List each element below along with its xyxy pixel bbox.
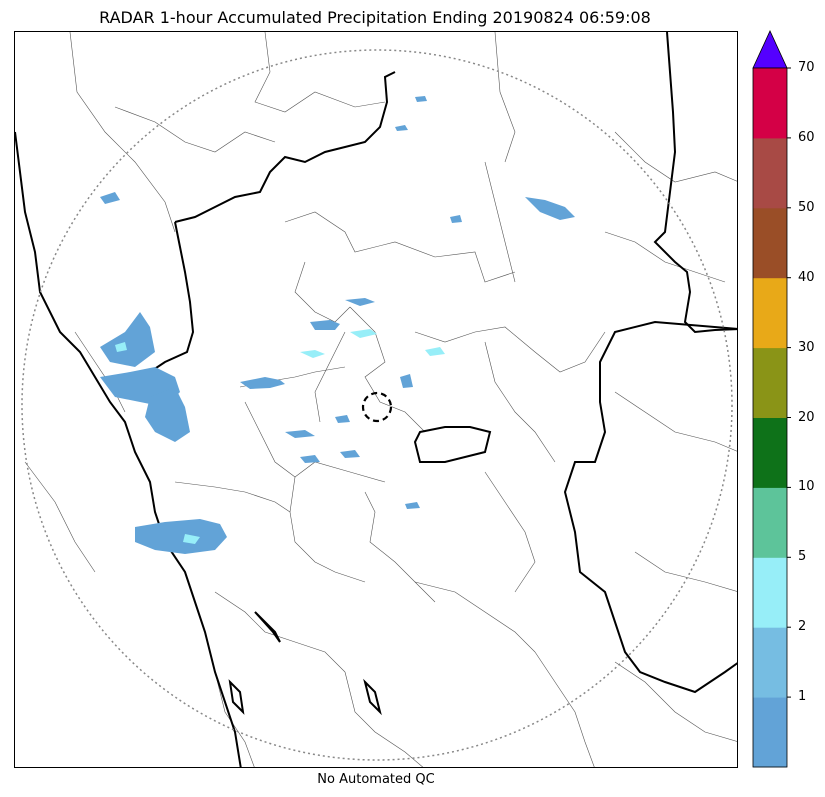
- echo-cell: [300, 455, 320, 463]
- state-boundaries: [15, 32, 737, 767]
- echo-cell: [415, 96, 427, 102]
- echo-cell: [115, 342, 127, 352]
- echo-cell: [425, 347, 445, 356]
- qc-note: No Automated QC: [317, 772, 435, 787]
- echo-cell: [395, 125, 408, 131]
- map-title: RADAR 1-hour Accumulated Precipitation E…: [99, 8, 651, 27]
- colorbar-segment: [753, 137, 787, 209]
- echo-cell: [183, 534, 200, 544]
- colorbar-segment: [753, 207, 787, 279]
- echo-cell: [135, 519, 227, 554]
- echo-cell: [405, 502, 420, 509]
- colorbar-scale: [752, 30, 791, 768]
- echo-cell: [240, 377, 285, 389]
- colorbar-segment: [753, 417, 787, 488]
- echo-cell: [310, 320, 340, 330]
- colorbar-tick-label: 10: [798, 479, 815, 495]
- colorbar-tick-label: 50: [798, 199, 815, 215]
- colorbar-tick-label: 70: [798, 60, 815, 75]
- precipitation-echoes: [100, 96, 575, 554]
- colorbar-tick-label: 5: [798, 549, 807, 565]
- district-boundaries: [24, 32, 737, 767]
- colorbar-segment: [753, 557, 787, 628]
- colorbar-segment: [753, 627, 787, 698]
- echo-cell: [450, 215, 462, 223]
- colorbar-segment: [753, 68, 787, 139]
- echo-cell: [350, 329, 377, 338]
- echo-cell: [100, 312, 155, 367]
- colorbar-segment: [753, 697, 787, 768]
- echo-cell: [400, 374, 413, 388]
- colorbar-segment: [753, 277, 787, 349]
- colorbar-segment: [753, 347, 787, 418]
- echo-cell: [300, 350, 325, 358]
- radar-site-marker: [361, 391, 393, 423]
- echo-cell: [340, 450, 360, 458]
- colorbar-extend-arrow: [752, 30, 788, 69]
- echo-cell: [335, 415, 350, 423]
- echo-cell: [285, 430, 315, 438]
- echo-cell: [100, 192, 120, 204]
- radar-range-ring: [21, 49, 733, 761]
- colorbar-tick-label: 2: [798, 619, 807, 635]
- echo-cell: [145, 387, 190, 442]
- colorbar-segment: [753, 487, 787, 558]
- map-canvas: [15, 32, 737, 767]
- colorbar: [752, 30, 791, 768]
- echo-cell: [525, 197, 575, 220]
- colorbar-tick-label: 20: [798, 409, 815, 425]
- colorbar-tick-label: 60: [798, 129, 815, 145]
- echo-cell: [345, 298, 375, 306]
- radar-map: [14, 31, 738, 768]
- colorbar-tick-label: 1: [798, 689, 807, 705]
- colorbar-tick-label: 40: [798, 269, 815, 285]
- colorbar-tick-label: 30: [798, 339, 815, 355]
